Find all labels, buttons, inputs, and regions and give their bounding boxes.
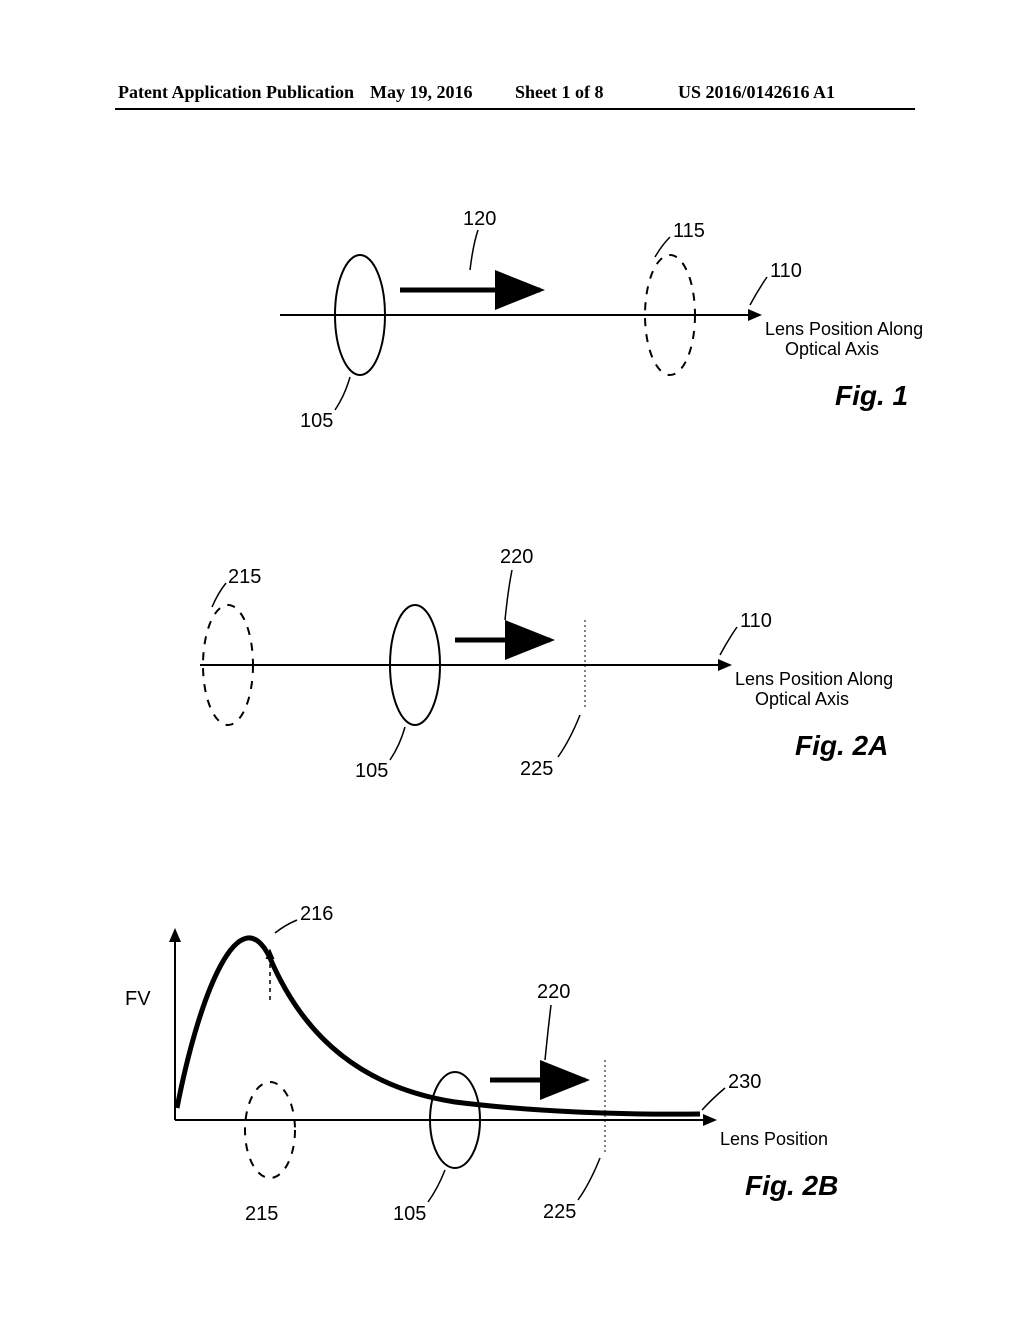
ref-115: 115 xyxy=(673,220,705,242)
document-number: US 2016/0142616 A1 xyxy=(678,82,835,103)
axis-label-line1: Lens Position Along xyxy=(765,319,923,339)
leader-110 xyxy=(750,277,767,305)
leader-220 xyxy=(505,570,512,620)
figure-1: 120 115 110 105 Lens Position Along Opti… xyxy=(0,195,1024,455)
sheet-number: Sheet 1 of 8 xyxy=(515,82,604,103)
figure-2b-label: Fig. 2B xyxy=(745,1170,838,1201)
leader-215 xyxy=(212,583,226,607)
leader-120 xyxy=(470,230,478,270)
leader-225 xyxy=(578,1158,600,1200)
leader-105 xyxy=(428,1170,445,1202)
leader-220 xyxy=(545,1005,551,1060)
ref-220: 220 xyxy=(500,546,533,568)
publication-label: Patent Application Publication xyxy=(118,82,354,103)
leader-105 xyxy=(335,377,350,410)
axis-label-line2: Optical Axis xyxy=(785,339,879,359)
figure-1-label: Fig. 1 xyxy=(835,380,908,411)
ref-225: 225 xyxy=(543,1201,576,1223)
publication-date: May 19, 2016 xyxy=(370,82,473,103)
axis-label-line2: Optical Axis xyxy=(755,689,849,709)
leader-110 xyxy=(720,627,737,655)
x-axis-label: Lens Position xyxy=(720,1129,828,1149)
leader-115 xyxy=(655,237,670,257)
ref-120: 120 xyxy=(463,208,496,230)
leader-230 xyxy=(702,1088,725,1110)
ref-225: 225 xyxy=(520,758,553,780)
ref-215: 215 xyxy=(245,1203,278,1225)
ref-215: 215 xyxy=(228,566,261,588)
ref-105: 105 xyxy=(355,760,388,782)
header-rule xyxy=(115,108,915,110)
focus-curve xyxy=(177,938,700,1114)
figure-2a: 220 215 110 105 225 Lens Position Along … xyxy=(0,525,1024,805)
leader-105 xyxy=(390,727,405,760)
fv-label: FV xyxy=(125,988,151,1010)
ref-105: 105 xyxy=(300,410,333,432)
ref-110: 110 xyxy=(740,610,772,632)
lens-dashed xyxy=(245,1082,295,1178)
axis-label-line1: Lens Position Along xyxy=(735,669,893,689)
figure-2b: FV 216 220 230 105 225 215 Lens Position… xyxy=(0,870,1024,1230)
ref-216: 216 xyxy=(300,903,333,925)
leader-216 xyxy=(275,920,297,933)
ref-105: 105 xyxy=(393,1203,426,1225)
ref-230: 230 xyxy=(728,1071,761,1093)
figure-2a-label: Fig. 2A xyxy=(795,730,888,761)
ref-110: 110 xyxy=(770,260,802,282)
ref-220: 220 xyxy=(537,981,570,1003)
leader-225 xyxy=(558,715,580,757)
